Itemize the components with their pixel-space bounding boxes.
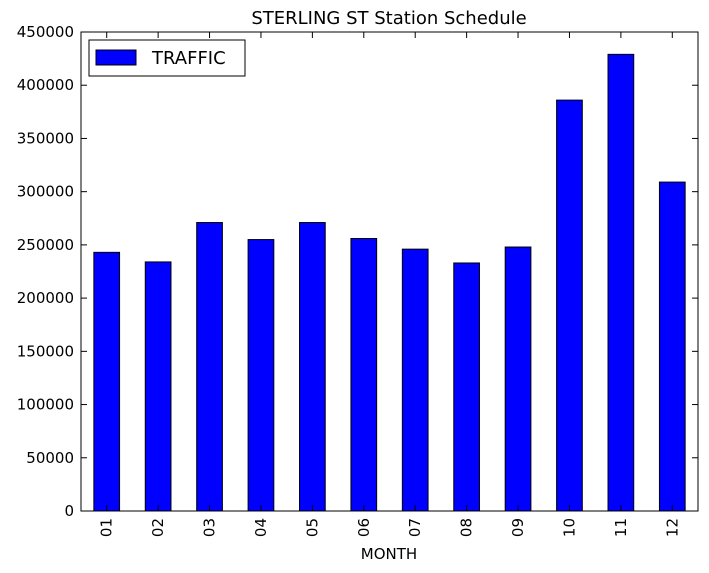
x-tick-label-11: 11: [612, 518, 630, 537]
y-tick-label: 250000: [17, 236, 74, 254]
bar-07: [401, 248, 429, 512]
y-axis: 0 50000 100000 150000 200000 250000 300000 3500…: [17, 23, 698, 520]
plot-frame: [80, 31, 699, 512]
x-tick-label-01: 01: [98, 518, 116, 537]
y-tick-label: 450000: [17, 23, 74, 41]
bar-03: [196, 222, 223, 512]
legend-label-traffic: TRAFFIC: [151, 48, 226, 69]
y-tick-label: 400000: [17, 76, 74, 94]
x-tick-label-07: 07: [406, 518, 424, 537]
bar-12: [658, 181, 686, 512]
x-axis: 01 02 03 04 05 06 07 08 09 10 11 12: [98, 32, 681, 537]
y-tick-label: 300000: [17, 183, 74, 201]
y-tick-label: 150000: [17, 342, 74, 360]
x-tick-label-02: 02: [149, 518, 167, 537]
x-tick-label-04: 04: [252, 518, 270, 537]
bar-06: [350, 238, 378, 512]
bar-10: [556, 99, 583, 512]
y-tick-label: 200000: [17, 289, 74, 307]
x-tick-label-03: 03: [201, 518, 219, 537]
x-tick-label-08: 08: [458, 518, 476, 537]
bar-02: [144, 261, 172, 512]
bar-09: [504, 246, 532, 512]
x-axis-title: MONTH: [361, 545, 417, 563]
x-tick-label-05: 05: [303, 518, 321, 537]
bar-11: [607, 53, 635, 512]
bar-04: [247, 239, 275, 512]
chart-title: STERLING ST Station Schedule: [251, 8, 526, 29]
legend-swatch: [95, 49, 137, 66]
bar-01: [93, 251, 121, 512]
y-tick-label: 50000: [26, 449, 74, 467]
y-tick-label: 0: [64, 502, 74, 520]
x-tick-label-10: 10: [560, 518, 578, 537]
y-tick-label: 350000: [17, 129, 74, 147]
bar-05: [299, 222, 326, 512]
x-tick-label-06: 06: [355, 518, 373, 537]
x-tick-label-12: 12: [663, 518, 681, 537]
legend: TRAFFIC: [88, 39, 246, 77]
bar-08: [453, 262, 480, 512]
y-tick-label: 100000: [17, 396, 74, 414]
x-tick-label-09: 09: [509, 518, 527, 537]
bars-group: [93, 53, 686, 512]
